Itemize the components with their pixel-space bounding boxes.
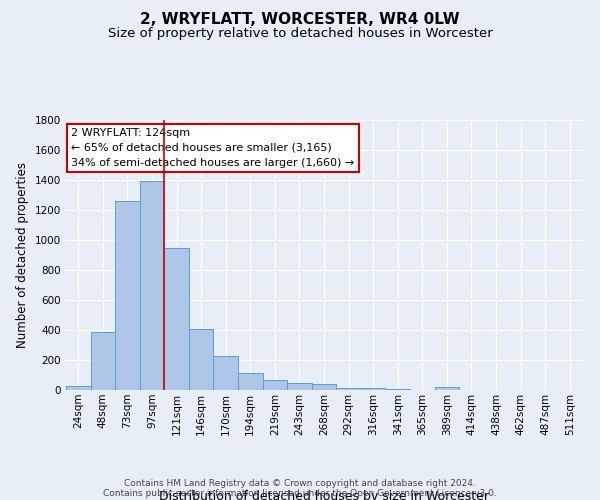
Bar — [66, 386, 91, 390]
Bar — [164, 248, 189, 390]
Y-axis label: Number of detached properties: Number of detached properties — [16, 162, 29, 348]
Text: Contains public sector information licensed under the Open Government Licence v3: Contains public sector information licen… — [103, 488, 497, 498]
Bar — [91, 332, 115, 390]
Text: 2, WRYFLATT, WORCESTER, WR4 0LW: 2, WRYFLATT, WORCESTER, WR4 0LW — [140, 12, 460, 28]
Bar — [361, 388, 385, 390]
Bar — [214, 356, 238, 390]
Text: Size of property relative to detached houses in Worcester: Size of property relative to detached ho… — [107, 28, 493, 40]
Bar — [287, 383, 312, 390]
Bar — [140, 180, 164, 390]
Bar — [434, 388, 459, 390]
Bar — [115, 201, 140, 390]
Bar — [189, 328, 214, 390]
Bar — [385, 389, 410, 390]
Bar — [238, 373, 263, 390]
Bar — [336, 388, 361, 390]
X-axis label: Distribution of detached houses by size in Worcester: Distribution of detached houses by size … — [159, 490, 489, 500]
Bar — [263, 380, 287, 390]
Bar — [312, 384, 336, 390]
Text: Contains HM Land Registry data © Crown copyright and database right 2024.: Contains HM Land Registry data © Crown c… — [124, 478, 476, 488]
Text: 2 WRYFLATT: 124sqm
← 65% of detached houses are smaller (3,165)
34% of semi-deta: 2 WRYFLATT: 124sqm ← 65% of detached hou… — [71, 128, 355, 168]
